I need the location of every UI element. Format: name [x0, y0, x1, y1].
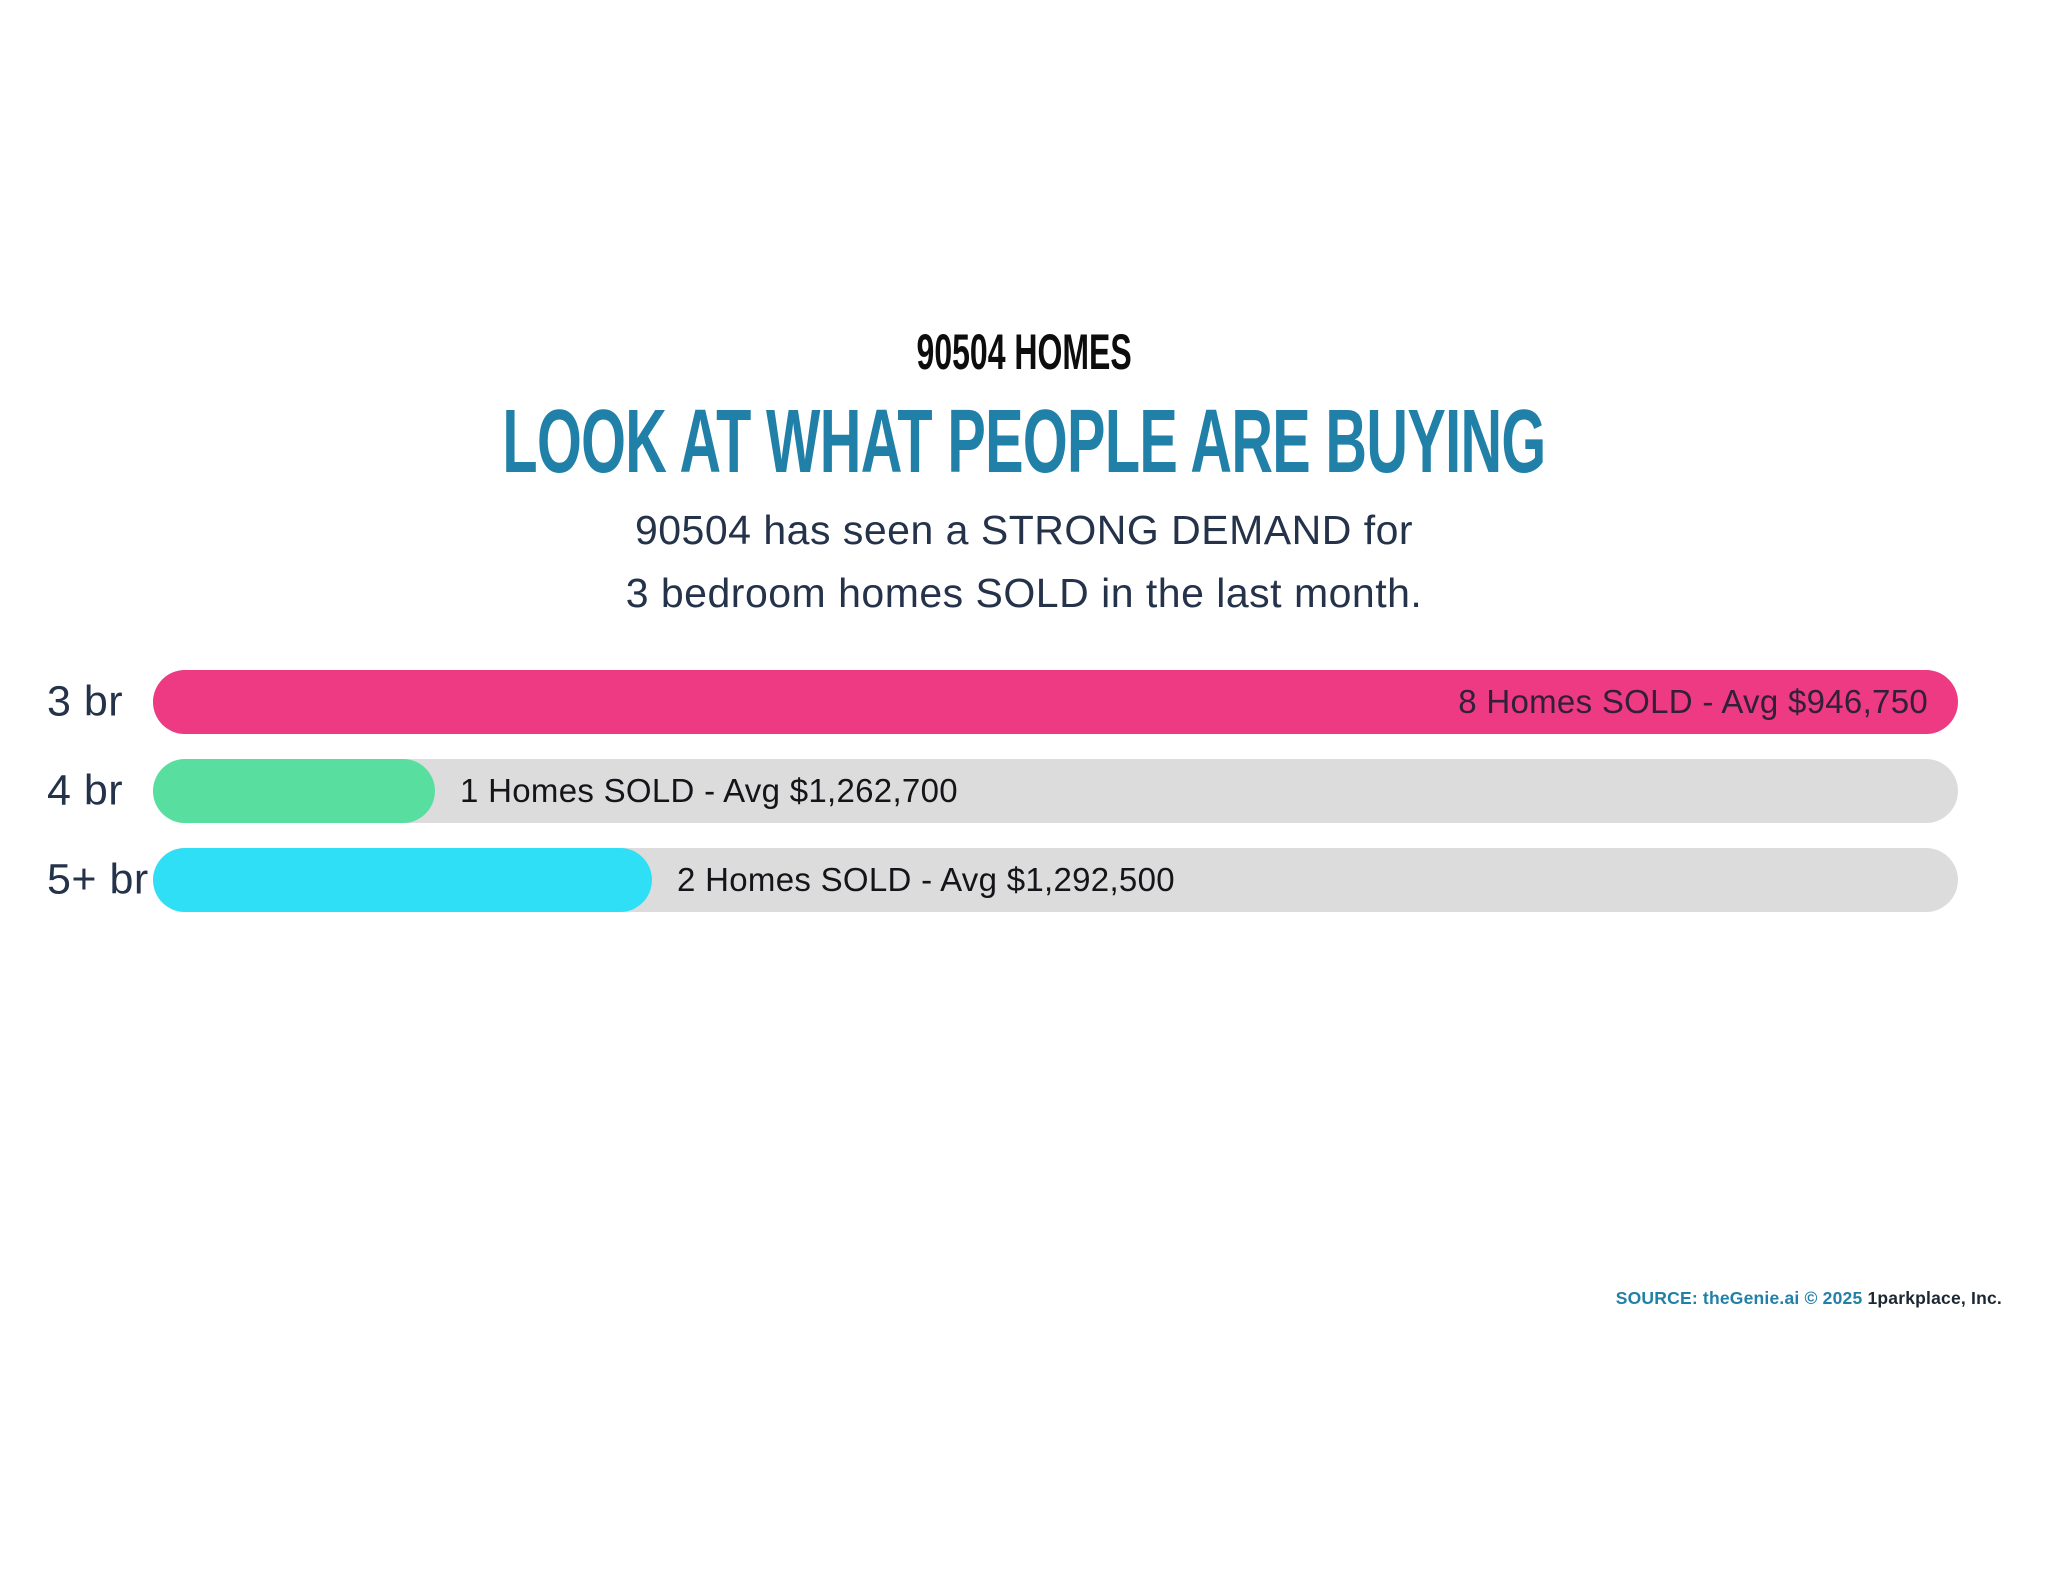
bar-value-5plus-br: 2 Homes SOLD - Avg $1,292,500: [677, 861, 1175, 898]
source-text: SOURCE: theGenie.ai © 2025: [1615, 1288, 1863, 1308]
zip-code-heading: 90504 HOMES: [0, 327, 2048, 377]
bar-value-4br: 1 Homes SOLD - Avg $1,262,700: [460, 772, 958, 809]
bar-row-4br: 4 br 1 Homes SOLD - Avg $1,262,700: [0, 759, 2048, 823]
bar-row-3br: 3 br 8 Homes SOLD - Avg $946,750: [0, 670, 2048, 734]
bar-row-5plus-br: 5+ br 2 Homes SOLD - Avg $1,292,500: [0, 848, 2048, 912]
bar-label-4br: 4 br: [47, 766, 124, 815]
bar-label-5plus-br: 5+ br: [47, 855, 149, 904]
demand-subtitle-line2: 3 bedroom homes SOLD in the last month.: [625, 570, 1423, 616]
bar-fill-5plus-br: [153, 848, 652, 912]
company-text: 1parkplace, Inc.: [1862, 1288, 2002, 1308]
bar-track-5plus-br: 2 Homes SOLD - Avg $1,292,500: [153, 848, 1958, 912]
bar-fill-4br: [153, 759, 435, 823]
page-title-text: LOOK AT WHAT PEOPLE ARE BUYING: [502, 392, 1546, 492]
page-title: LOOK AT WHAT PEOPLE ARE BUYING: [0, 397, 2048, 487]
bar-track-4br: 1 Homes SOLD - Avg $1,262,700: [153, 759, 1958, 823]
bar-track-3br: 8 Homes SOLD - Avg $946,750: [153, 670, 1958, 734]
demand-subtitle: 90504 has seen a STRONG DEMAND for 3 bed…: [0, 499, 2048, 625]
zip-code-heading-text: 90504 HOMES: [916, 324, 1132, 380]
source-attribution: SOURCE: theGenie.ai © 2025 1parkplace, I…: [1616, 1288, 2002, 1309]
bar-value-3br: 8 Homes SOLD - Avg $946,750: [1458, 683, 1928, 720]
bar-label-3br: 3 br: [47, 677, 124, 726]
bar-fill-3br: [153, 670, 1958, 734]
demand-subtitle-line1: 90504 has seen a STRONG DEMAND for: [634, 507, 1414, 553]
